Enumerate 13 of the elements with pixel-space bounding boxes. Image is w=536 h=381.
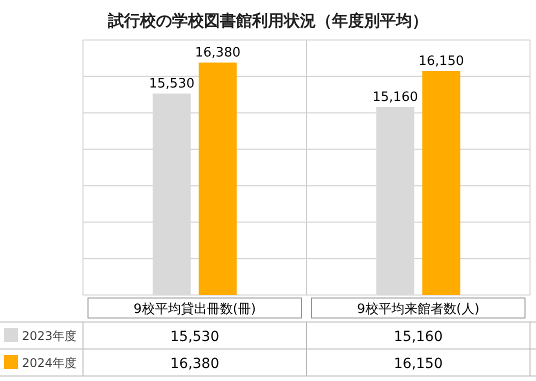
- chart-title: 試行校の学校図書館利用状況（年度別平均）: [107, 11, 428, 30]
- text: 16,380: [195, 46, 240, 61]
- text: 15,160: [372, 90, 418, 106]
- legend-label: 2024年度: [22, 356, 77, 370]
- x-tick-label: 9校平均貸出冊数(冊): [134, 302, 256, 317]
- data-label: 16,150: [394, 356, 443, 372]
- x-tick-label: 9校平均来館者数(人): [357, 302, 480, 317]
- text: 16,150: [418, 54, 464, 69]
- text: 15,530: [149, 76, 194, 92]
- data-label: 15,530: [170, 329, 220, 345]
- legend-label: 2023年度: [22, 329, 77, 343]
- data-label: 15,160: [394, 329, 443, 345]
- data-label: 16,380: [170, 356, 220, 372]
